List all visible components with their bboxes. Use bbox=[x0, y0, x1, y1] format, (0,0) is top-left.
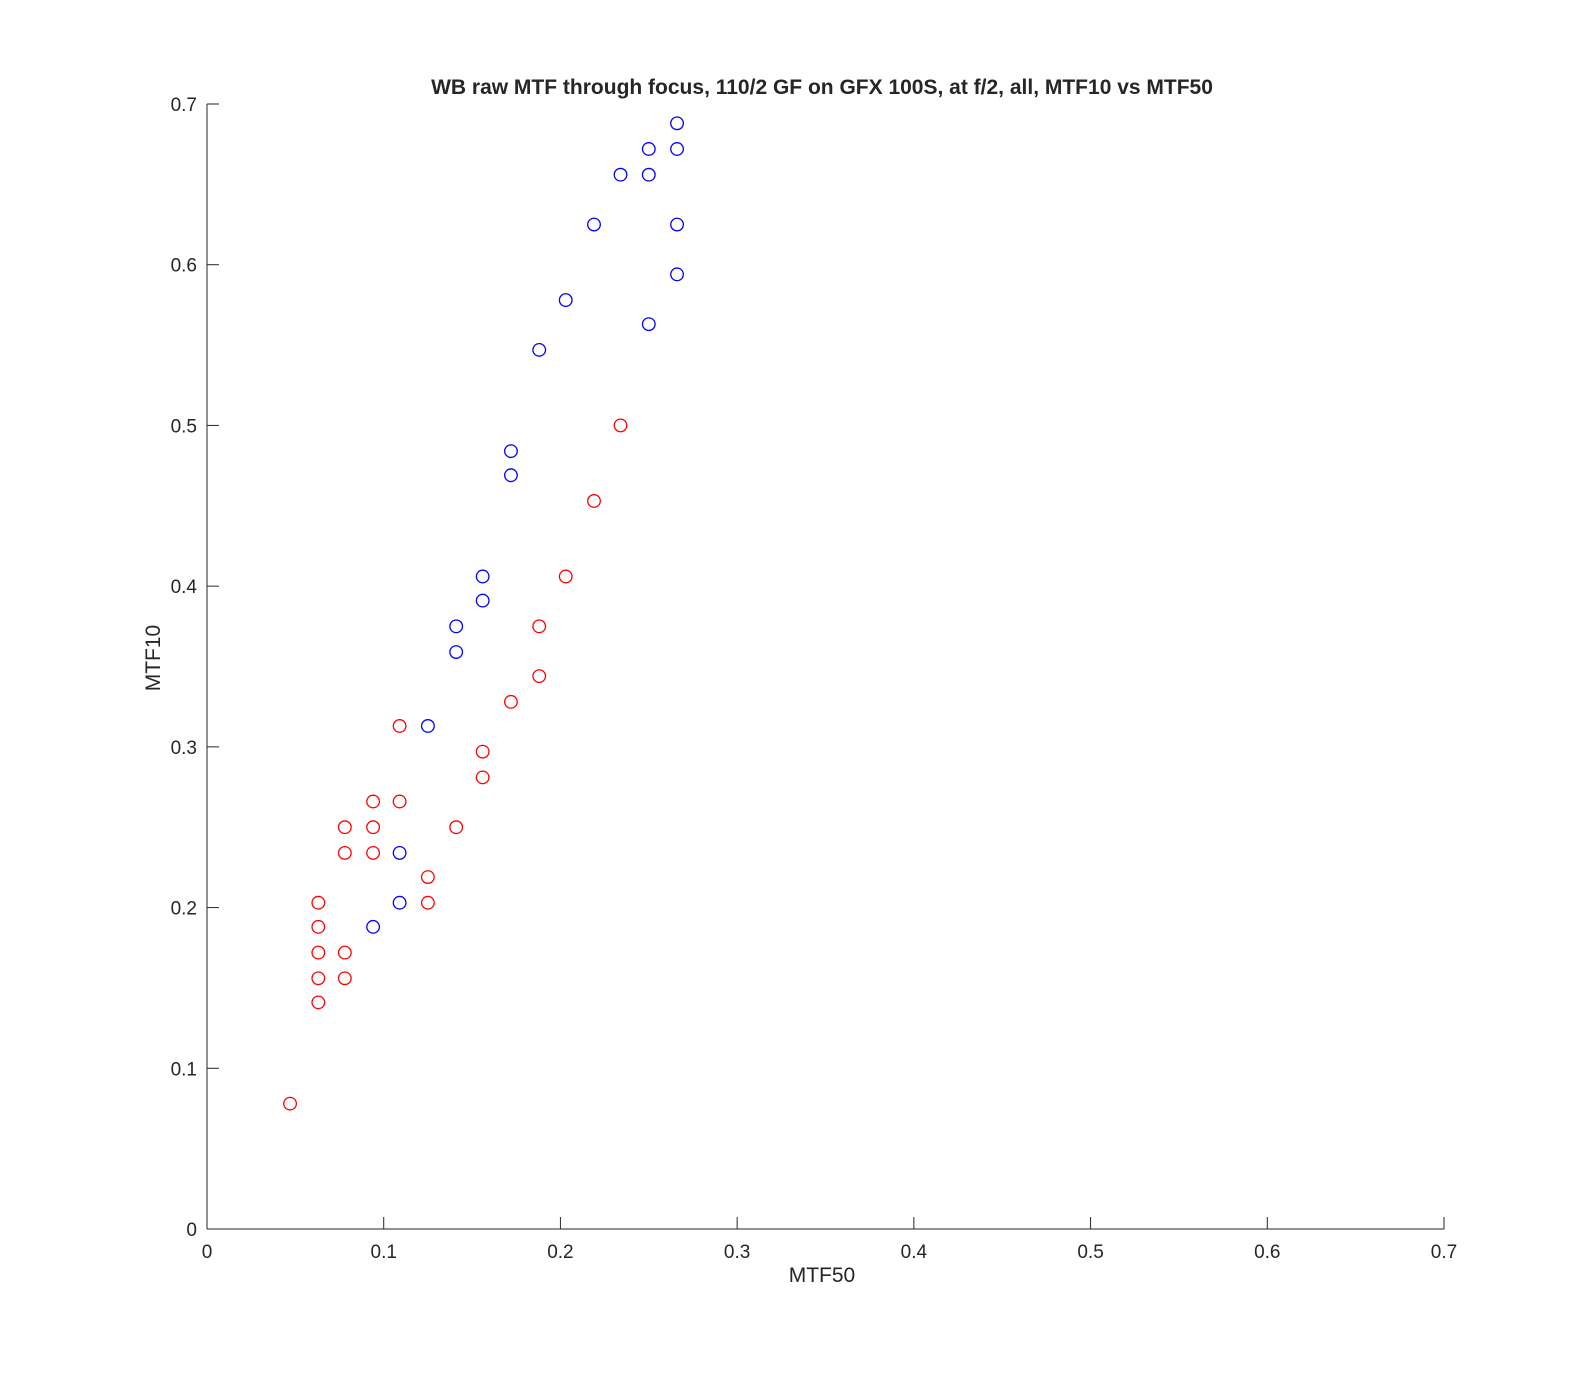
data-point bbox=[366, 919, 381, 934]
x-tick-label: 0.3 bbox=[724, 1242, 750, 1263]
data-point bbox=[475, 569, 490, 584]
y-tick-label: 0.7 bbox=[171, 95, 197, 116]
y-tick-label: 0.5 bbox=[171, 416, 197, 437]
data-point bbox=[366, 794, 381, 809]
data-point bbox=[587, 494, 601, 508]
data-point bbox=[311, 995, 326, 1010]
data-point bbox=[613, 418, 628, 433]
axes: 0 0.1 0.2 0.3 0.4 0.5 0.6 0.7 0 0.1 0.2 0.3 0.4 0.5 0.… bbox=[171, 95, 1458, 1263]
data-point bbox=[475, 593, 490, 608]
x-tick-label: 0 bbox=[202, 1242, 213, 1263]
data-point bbox=[337, 845, 352, 860]
data-point bbox=[503, 468, 518, 483]
data-point bbox=[532, 669, 547, 684]
data-point bbox=[420, 870, 435, 884]
data-point bbox=[366, 845, 381, 860]
data-point bbox=[641, 317, 656, 332]
data-point bbox=[311, 945, 326, 960]
x-axis-label: MTF50 bbox=[789, 1264, 856, 1287]
data-point bbox=[532, 619, 547, 634]
data-point bbox=[337, 820, 352, 835]
y-tick-label: 0.1 bbox=[171, 1059, 197, 1080]
data-point bbox=[503, 694, 518, 709]
data-point bbox=[449, 619, 464, 634]
data-point bbox=[670, 217, 685, 232]
data-point bbox=[420, 719, 435, 733]
data-point bbox=[283, 1096, 298, 1111]
data-point bbox=[311, 971, 326, 986]
data-point bbox=[558, 293, 573, 308]
data-point bbox=[475, 770, 490, 785]
data-point bbox=[449, 820, 464, 835]
data-point bbox=[641, 142, 656, 156]
data-point bbox=[558, 569, 573, 584]
x-tick-label: 0.1 bbox=[371, 1242, 397, 1263]
x-tick-label: 0.7 bbox=[1431, 1242, 1457, 1263]
data-point bbox=[311, 919, 326, 934]
data-point bbox=[670, 116, 685, 131]
data-point bbox=[311, 895, 326, 910]
y-tick-label: 0.4 bbox=[171, 577, 198, 598]
y-tick-label: 0.6 bbox=[171, 256, 197, 277]
x-tick-label: 0.2 bbox=[547, 1242, 573, 1263]
data-point bbox=[641, 167, 656, 182]
data-point bbox=[392, 794, 407, 809]
data-point bbox=[337, 971, 352, 986]
data-point bbox=[337, 945, 352, 960]
y-axis-label: MTF10 bbox=[142, 625, 165, 692]
y-tick-label: 0 bbox=[186, 1220, 197, 1241]
data-point bbox=[366, 820, 381, 835]
data-point bbox=[392, 845, 407, 860]
y-tick-label: 0.2 bbox=[171, 899, 197, 920]
data-point bbox=[392, 719, 407, 733]
x-tick-label: 0.5 bbox=[1077, 1242, 1103, 1263]
data-point bbox=[670, 267, 685, 282]
data-point bbox=[613, 167, 628, 182]
y-tick-label: 0.3 bbox=[171, 738, 197, 759]
data-point bbox=[420, 895, 435, 910]
data-point bbox=[449, 645, 464, 659]
data-point bbox=[587, 217, 601, 232]
data-markers bbox=[283, 116, 685, 1111]
x-tick-label: 0.6 bbox=[1254, 1242, 1280, 1263]
chart-title: WB raw MTF through focus, 110/2 GF on GF… bbox=[431, 76, 1213, 99]
data-point bbox=[503, 444, 518, 459]
data-point bbox=[532, 342, 547, 357]
data-point bbox=[392, 895, 407, 910]
data-point bbox=[475, 744, 490, 759]
x-tick-label: 0.4 bbox=[901, 1242, 928, 1263]
data-point bbox=[670, 142, 685, 156]
